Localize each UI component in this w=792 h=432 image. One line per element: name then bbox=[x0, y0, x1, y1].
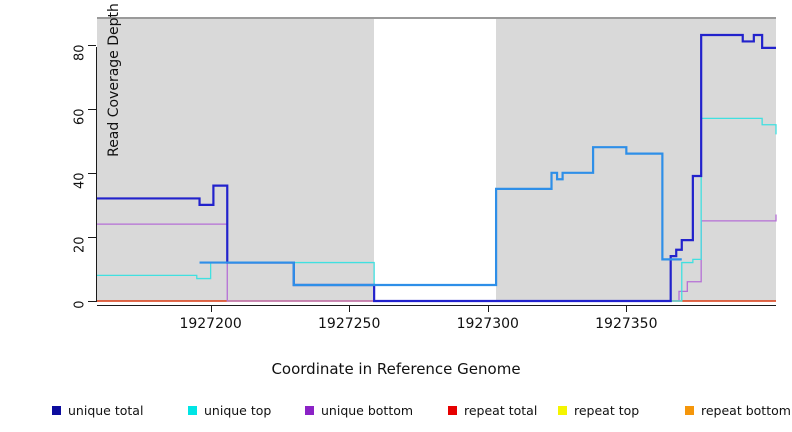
x-tick-1927350 bbox=[626, 305, 628, 312]
x-tick-1927300 bbox=[487, 305, 489, 312]
y-tick-0 bbox=[88, 301, 96, 302]
square-marker bbox=[305, 405, 314, 415]
legend-item-unique-top[interactable]: unique top bbox=[188, 403, 271, 418]
x-tick-1927200 bbox=[210, 305, 212, 312]
legend-item-repeat-bottom[interactable]: repeat bottom bbox=[685, 403, 791, 418]
x-tick-label-1927200: 1927200 bbox=[179, 316, 242, 332]
legend-item-repeat-top[interactable]: repeat top bbox=[558, 403, 639, 418]
series-unique-top bbox=[97, 117, 777, 302]
y-axis-line bbox=[96, 47, 97, 302]
y-tick-80 bbox=[88, 44, 96, 46]
legend-label: unique top bbox=[204, 402, 272, 418]
series-unique-total bbox=[97, 33, 776, 303]
legend-item-repeat-total[interactable]: repeat total bbox=[448, 403, 537, 418]
x-tick-label-1927350: 1927350 bbox=[595, 316, 658, 332]
square-marker bbox=[188, 405, 197, 415]
square-marker bbox=[685, 405, 694, 415]
panel-top-rule bbox=[97, 17, 375, 19]
legend-label: repeat top bbox=[574, 402, 640, 418]
y-tick-20 bbox=[88, 236, 96, 238]
panel-unique-region-left bbox=[97, 19, 375, 301]
y-tick-40 bbox=[88, 172, 96, 174]
panel-top-rule bbox=[374, 17, 497, 19]
legend-label: repeat total bbox=[464, 402, 538, 418]
x-tick-1927250 bbox=[349, 305, 351, 312]
legend: unique total unique top unique bottom repea… bbox=[0, 398, 792, 422]
legend-label: unique bottom bbox=[321, 402, 414, 418]
panel-top-rule bbox=[496, 17, 776, 19]
square-marker bbox=[448, 405, 457, 415]
x-axis-title: Coordinate in Reference Genome bbox=[271, 360, 521, 378]
legend-item-unique-bottom[interactable]: unique bottom bbox=[305, 403, 413, 418]
panel-gap-region bbox=[374, 19, 497, 301]
square-marker bbox=[558, 405, 567, 415]
x-tick-label-1927250: 1927250 bbox=[318, 316, 381, 332]
legend-label: repeat bottom bbox=[701, 402, 791, 418]
legend-label: unique total bbox=[68, 402, 144, 418]
x-tick-label-1927300: 1927300 bbox=[456, 316, 519, 332]
series-unique-total-gap-overlay bbox=[199, 146, 682, 287]
series-unique-bottom bbox=[97, 214, 777, 302]
panel-unique-region-right bbox=[496, 19, 776, 301]
legend-item-unique-total[interactable]: unique total bbox=[52, 403, 143, 418]
square-marker bbox=[52, 405, 61, 415]
x-axis-line bbox=[97, 305, 776, 306]
y-tick-60 bbox=[88, 108, 96, 110]
